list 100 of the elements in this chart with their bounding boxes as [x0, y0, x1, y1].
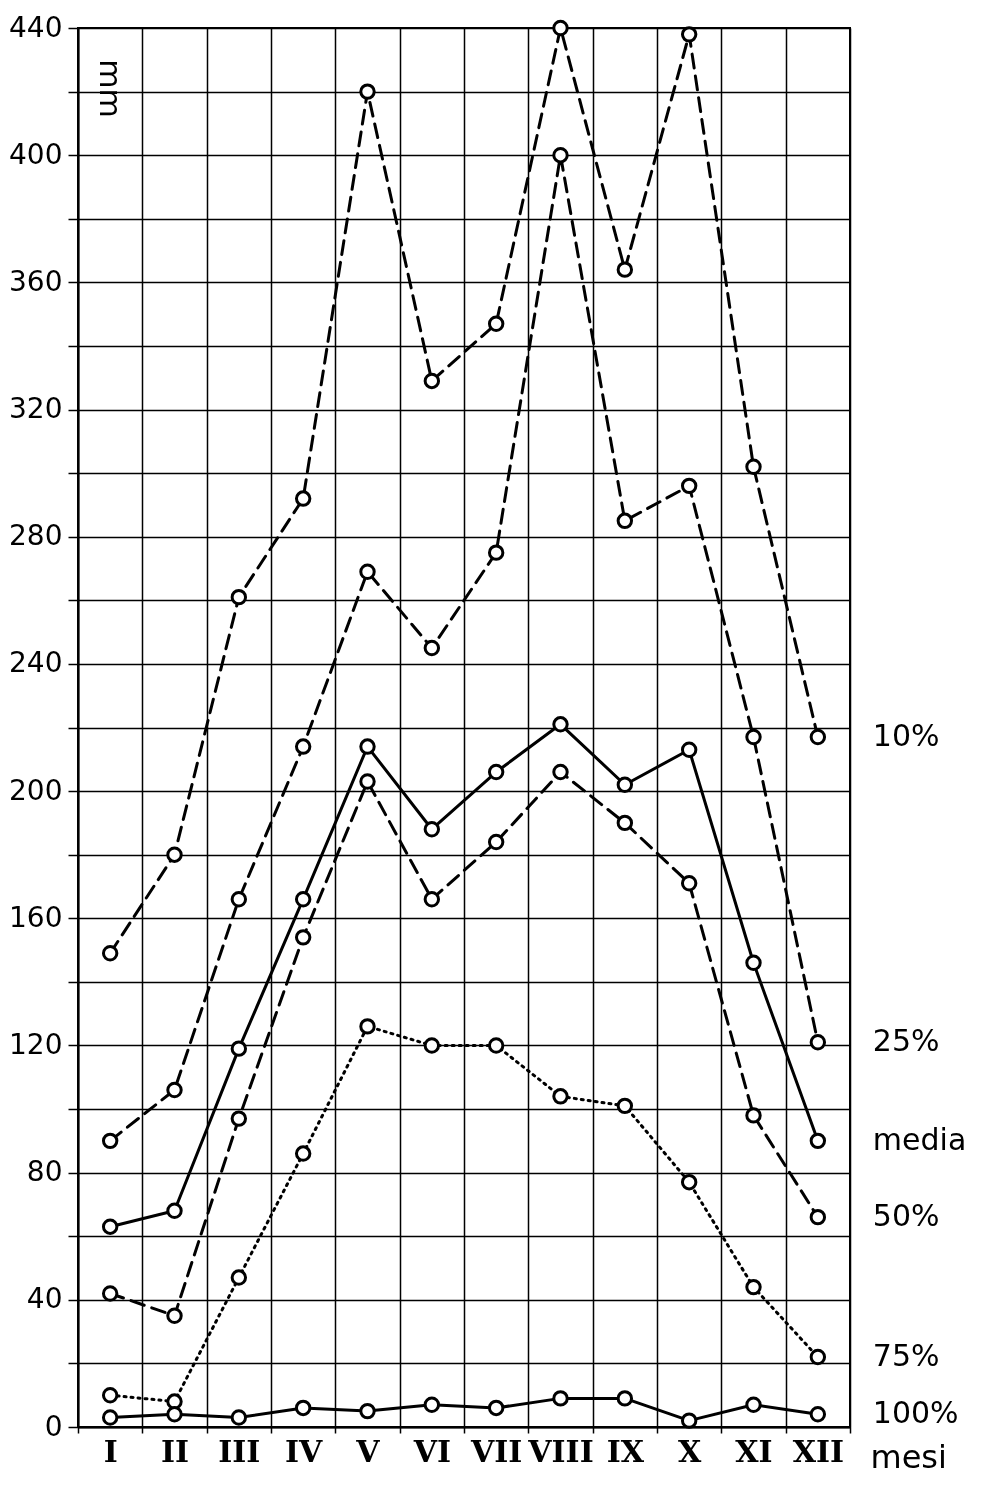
- x-tick-label: VI: [412, 1433, 451, 1469]
- point: [294, 1145, 312, 1162]
- point: [616, 1097, 634, 1115]
- point: [423, 1396, 441, 1413]
- point: [552, 146, 569, 164]
- x-tick-label: II: [160, 1433, 190, 1469]
- point: [294, 929, 312, 946]
- point: [745, 954, 762, 971]
- point: [423, 821, 441, 838]
- y-tick-label: 0: [44, 1409, 63, 1443]
- point: [294, 891, 312, 908]
- point: [745, 728, 762, 746]
- point: [230, 588, 248, 606]
- point: [552, 716, 569, 733]
- point: [359, 1402, 376, 1420]
- point: [680, 741, 698, 758]
- point: [616, 1390, 634, 1407]
- point: [423, 1037, 441, 1054]
- x-tick-label: I: [103, 1433, 118, 1469]
- point: [680, 477, 698, 495]
- point: [166, 1081, 183, 1099]
- point: [101, 1285, 119, 1302]
- point: [166, 1406, 183, 1423]
- x-tick-label: X: [678, 1433, 703, 1469]
- point: [230, 1110, 248, 1127]
- point: [616, 512, 634, 530]
- point: [230, 891, 248, 908]
- point: [423, 372, 441, 390]
- point: [745, 458, 762, 475]
- series-label: 10%: [872, 718, 940, 754]
- point: [294, 490, 312, 507]
- y-tick-label: 120: [9, 1027, 63, 1061]
- point: [101, 1218, 119, 1235]
- y-tick-label: 280: [9, 519, 63, 553]
- point: [359, 1018, 376, 1035]
- point: [809, 1132, 827, 1150]
- x-tick-label: V: [355, 1433, 381, 1469]
- point: [745, 1107, 762, 1124]
- series-label: 25%: [872, 1023, 940, 1059]
- point: [680, 26, 698, 43]
- point: [745, 1278, 762, 1296]
- x-tick-label: VII: [469, 1433, 523, 1469]
- series-label: 75%: [872, 1338, 940, 1374]
- point: [359, 773, 376, 790]
- point: [552, 19, 569, 37]
- point: [359, 83, 376, 100]
- series-label: 50%: [872, 1198, 940, 1234]
- x-axis-title: mesi: [870, 1437, 947, 1476]
- point: [166, 846, 183, 863]
- point: [487, 1399, 505, 1417]
- point: [809, 1208, 827, 1226]
- point: [552, 763, 569, 781]
- y-tick-label: 160: [9, 900, 63, 934]
- point: [294, 738, 312, 755]
- y-tick-label: 360: [9, 264, 63, 298]
- point: [809, 1034, 827, 1051]
- point: [680, 1173, 698, 1191]
- point: [809, 1406, 827, 1423]
- point: [101, 945, 119, 962]
- point: [616, 814, 634, 832]
- point: [166, 1202, 183, 1219]
- point: [101, 1409, 119, 1426]
- point: [487, 315, 505, 332]
- point: [423, 639, 441, 657]
- y-tick-label: 200: [9, 773, 63, 807]
- y-tick-label: 80: [26, 1155, 63, 1189]
- point: [680, 1412, 698, 1429]
- point: [809, 728, 827, 746]
- x-tick-label: XII: [792, 1433, 845, 1469]
- point: [423, 891, 441, 908]
- y-tick-label: 40: [26, 1282, 63, 1316]
- point: [487, 1037, 505, 1054]
- x-tick-label: IX: [606, 1433, 645, 1469]
- point: [487, 763, 505, 781]
- x-tick-label: VIII: [527, 1433, 594, 1469]
- point: [166, 1307, 183, 1324]
- x-tick-label: IV: [285, 1433, 324, 1469]
- series-label: 100%: [872, 1395, 959, 1431]
- point: [359, 563, 376, 580]
- y-tick-label: 400: [9, 137, 63, 171]
- point: [230, 1040, 248, 1057]
- x-tick-label: III: [218, 1433, 261, 1469]
- point: [616, 261, 634, 278]
- series-label: media: [872, 1121, 967, 1157]
- point: [745, 1396, 762, 1413]
- point: [101, 1387, 119, 1404]
- point: [616, 776, 634, 793]
- point: [809, 1348, 827, 1366]
- point: [487, 544, 505, 561]
- point: [230, 1409, 248, 1426]
- point: [230, 1269, 248, 1286]
- x-tick-label: XI: [735, 1433, 773, 1469]
- point: [359, 738, 376, 755]
- point: [294, 1399, 312, 1417]
- y-tick-label: 440: [9, 10, 63, 44]
- y-tick-label: 240: [9, 646, 63, 680]
- point: [552, 1088, 569, 1105]
- point: [680, 875, 698, 892]
- point: [487, 833, 505, 851]
- y-tick-label: 320: [9, 392, 63, 426]
